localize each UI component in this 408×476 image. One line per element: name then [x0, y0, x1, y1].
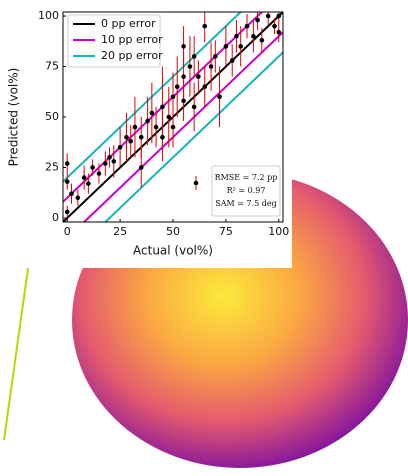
data-point [64, 161, 70, 166]
data-point [223, 44, 229, 49]
data-point [75, 195, 81, 201]
data-point [272, 23, 277, 29]
data-point [86, 181, 91, 186]
legend-label: 0 pp error [101, 17, 156, 30]
data-point [81, 175, 87, 180]
data-point [202, 23, 208, 29]
data-point [191, 104, 197, 110]
data-point [145, 118, 150, 124]
annotation: R² = 0.97 [227, 186, 266, 195]
overlay: 0 25 50 75 100 0 25 50 75 100 0 pp error 10 pp erro… [38, 9, 289, 238]
data-point [276, 13, 282, 19]
data-point [181, 74, 186, 79]
x-tick-label: 50 [166, 225, 180, 238]
data-point [96, 171, 102, 176]
data-point [181, 44, 186, 49]
data-point [255, 17, 260, 23]
data-point [153, 124, 159, 130]
data-point [238, 44, 243, 49]
data-point [132, 124, 138, 130]
y-tick-label: 100 [38, 9, 59, 22]
data-point [107, 155, 112, 160]
axes-frame [62, 11, 284, 223]
annotation-marker [193, 180, 199, 186]
data-point [187, 64, 193, 69]
x-tick-label: 100 [268, 225, 289, 238]
annotation-box [211, 165, 281, 217]
data-point [170, 124, 176, 130]
data-point [174, 84, 180, 90]
data-point [138, 165, 144, 170]
data-point [128, 138, 133, 144]
legend-label: 10 pp error [101, 33, 163, 46]
data-point [90, 165, 95, 170]
data-point [64, 209, 70, 215]
x-tick-label: 25 [113, 225, 127, 238]
data-point [64, 179, 70, 184]
legend-label: 20 pp error [101, 49, 163, 62]
annotation: SAM = 7.5 deg [215, 199, 276, 208]
x-tick-label: 75 [219, 225, 233, 238]
data-point [202, 84, 208, 90]
data-point [191, 54, 197, 59]
data-point [149, 110, 155, 116]
data-point [276, 29, 282, 35]
data-point [124, 134, 129, 140]
y-tick-label: 25 [45, 160, 59, 173]
data-point [217, 94, 222, 100]
data-point [170, 94, 176, 100]
y-axis-label: Predicted (vol%) [7, 68, 21, 167]
data-point [160, 134, 165, 140]
legend-box [67, 14, 161, 68]
x-tick-label: 0 [64, 225, 71, 238]
data-point [213, 54, 218, 59]
data-point [229, 58, 235, 63]
data-point [138, 134, 144, 140]
y-tick-label: 50 [45, 110, 59, 123]
plot-area [63, 12, 283, 222]
data-point [259, 37, 265, 43]
data-point [244, 23, 250, 29]
data-point [265, 13, 271, 19]
reference-line [103, 51, 283, 222]
data-point [234, 33, 239, 39]
annotation: RMSE = 7.2 pp [215, 173, 278, 182]
data-point [196, 74, 201, 79]
y-tick-label: 0 [52, 211, 59, 224]
data-point [111, 159, 117, 164]
data-point [103, 161, 108, 166]
data-point [166, 114, 172, 120]
data-point [69, 191, 74, 197]
data-point [160, 104, 165, 110]
data-point [117, 144, 123, 150]
data-point [251, 33, 256, 39]
y-tick-label: 75 [45, 60, 59, 73]
data-point [208, 64, 214, 69]
x-axis-label: Actual (vol%) [133, 244, 213, 258]
data-point [181, 98, 186, 104]
